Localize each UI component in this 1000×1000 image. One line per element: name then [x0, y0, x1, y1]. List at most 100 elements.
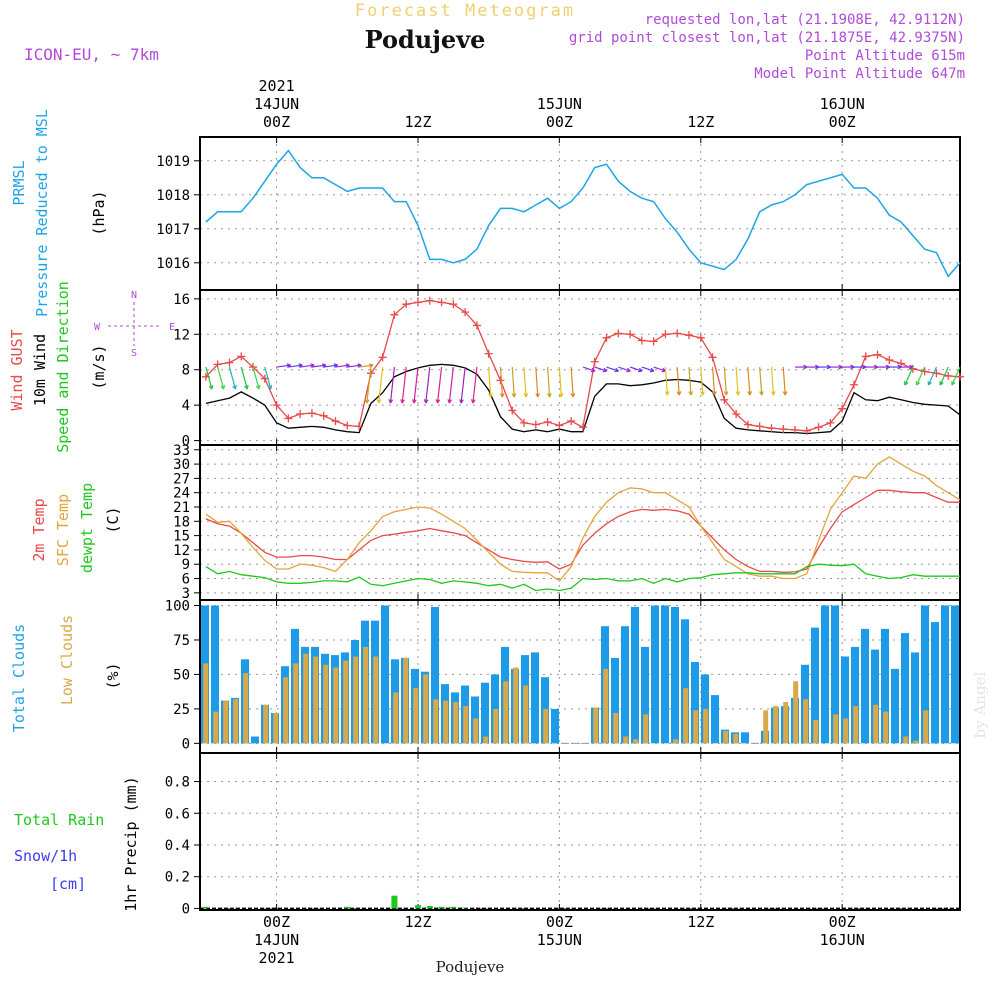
wind-arrow — [782, 367, 786, 396]
total-cloud-bar — [481, 682, 489, 744]
wind-arrow — [770, 367, 775, 396]
total-cloud-bar — [841, 656, 849, 744]
sfctemp-line — [205, 456, 961, 582]
wind-arrow — [747, 367, 751, 396]
ms-label: (m/s) — [90, 344, 108, 389]
gust-marker — [873, 350, 882, 359]
y-tick-label: 1016 — [156, 256, 190, 272]
low-cloud-bar — [683, 688, 689, 744]
wind-arrow-head — [939, 381, 944, 386]
wind-arrow — [904, 366, 914, 386]
low-cloud-bar — [703, 708, 709, 744]
low-cloud-bar — [403, 657, 409, 744]
lowclouds-label: Low Clouds — [58, 615, 76, 705]
total-cloud-bar — [741, 732, 749, 744]
low-cloud-bar — [363, 646, 369, 744]
y-tick-label: 18 — [173, 514, 190, 530]
compass-s: S — [131, 348, 137, 359]
wind-arrow-head — [376, 399, 382, 404]
total-cloud-bar — [821, 605, 829, 744]
low-cloud-bar — [483, 736, 489, 744]
gust-marker — [956, 372, 964, 381]
wind-arrow-head — [558, 393, 564, 398]
gust-marker — [826, 418, 835, 427]
y-tick-label: 0.4 — [165, 838, 190, 854]
gust-marker — [355, 422, 364, 431]
sfctemp-label: SFC Temp — [54, 494, 72, 566]
gust-marker — [461, 308, 470, 317]
total-cloud-bar — [381, 605, 389, 744]
gust-marker — [849, 380, 858, 389]
low-cloud-bar — [233, 699, 239, 744]
wind-arrow-head — [364, 399, 370, 404]
rain-bar — [391, 895, 398, 909]
total-cloud-bar — [671, 606, 679, 744]
wind-arrow — [523, 367, 527, 398]
y-tick-label: 0.2 — [165, 870, 190, 886]
gust-marker — [331, 417, 340, 426]
low-cloud-bar — [783, 702, 789, 744]
wind-arrow-head — [459, 399, 464, 404]
low-cloud-bar — [443, 700, 449, 744]
wind-arrow-head — [838, 364, 843, 370]
wind-arrow — [499, 367, 504, 398]
bottom-axis-date: 16JUN — [820, 931, 865, 949]
wind-arrow — [323, 364, 338, 368]
wind-arrow — [629, 366, 643, 372]
gust-marker — [885, 355, 894, 364]
y-tick-label: 0 — [182, 901, 190, 917]
total-cloud-bar — [871, 649, 879, 744]
gust-marker — [225, 358, 234, 367]
gust-marker — [390, 310, 399, 319]
dewpt-label: dewpt Temp — [78, 483, 96, 573]
gust-label: Wind GUST — [8, 329, 26, 410]
wind-arrow-head — [333, 363, 339, 368]
wind-arrow — [288, 364, 303, 368]
gust-marker — [555, 421, 564, 430]
wind-arrow-head — [255, 384, 261, 390]
y-tick-label: 27 — [173, 471, 190, 487]
low-cloud-bar — [493, 708, 499, 744]
low-cloud-bar — [613, 713, 619, 744]
snow-label: Snow/1h — [14, 847, 77, 865]
gust-marker — [614, 329, 623, 338]
wind-arrow-head — [664, 391, 670, 396]
bottom-axis-year: 2021 — [259, 949, 295, 967]
total-cloud-bar — [831, 605, 839, 744]
top-axis-date: 15JUN — [537, 95, 582, 113]
gust-marker — [861, 352, 870, 361]
wind-arrow-head — [590, 367, 596, 373]
wind-arrow — [425, 366, 431, 404]
wind-arrow-head — [310, 363, 315, 368]
total-cloud-bar — [631, 606, 639, 744]
wind-arrow-head — [803, 364, 808, 370]
gust-marker — [402, 300, 411, 309]
y-tick-label: 100 — [165, 599, 190, 615]
wind-arrow — [358, 364, 374, 368]
wind-arrow-head — [862, 364, 867, 370]
top-axis-year: 2021 — [259, 77, 295, 95]
gust-marker — [343, 421, 352, 430]
y-tick-label: 8 — [182, 363, 190, 379]
gust-marker — [720, 395, 729, 404]
y-tick-label: 75 — [173, 633, 190, 649]
total-cloud-bar — [851, 646, 859, 744]
rain-bar — [344, 906, 351, 909]
bottom-axis-date: 15JUN — [537, 931, 582, 949]
y-tick-label: 1018 — [156, 188, 190, 204]
wind-arrow-head — [470, 399, 476, 404]
top-axis-label: 00Z — [546, 113, 573, 131]
temp2m-line — [205, 489, 960, 573]
wind-arrow-head — [782, 391, 788, 396]
total-cloud-bar — [531, 652, 539, 744]
wind-arrow — [436, 366, 443, 404]
y-tick-label: 0.8 — [165, 775, 190, 791]
wind-arrow-head — [626, 367, 631, 373]
wind-arrow-head — [400, 399, 405, 404]
low-cloud-bar — [243, 673, 249, 744]
panel-2-axes: 0 4 8 12 16 — [173, 289, 961, 450]
gust-marker — [237, 352, 246, 361]
totalrain-label: Total Rain — [14, 811, 104, 829]
y-tick-label: 0 — [182, 736, 190, 752]
y-tick-label: 9 — [182, 557, 190, 573]
